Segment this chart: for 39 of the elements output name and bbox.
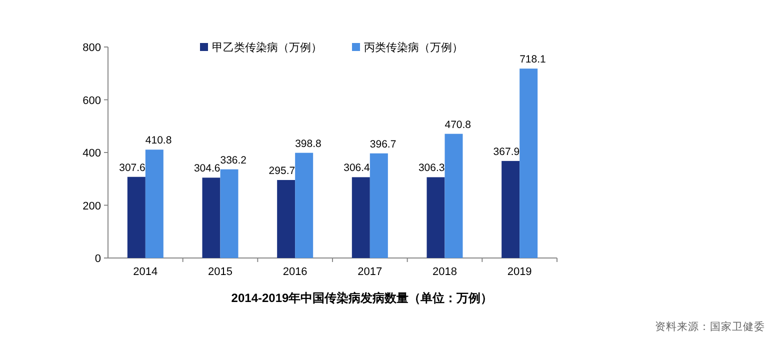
data-label: 398.8: [295, 138, 322, 150]
x-tick-label: 2017: [358, 266, 382, 278]
x-tick-label: 2015: [208, 266, 232, 278]
data-label: 367.9: [493, 146, 520, 158]
bar: [277, 180, 296, 258]
legend-label: 甲乙类传染病（万例）: [212, 41, 322, 54]
x-tick-label: 2016: [282, 266, 308, 278]
bar: [444, 134, 463, 258]
bar: [145, 150, 164, 258]
bar: [370, 153, 388, 258]
bar: [502, 160, 520, 258]
y-tick-label: 200: [82, 200, 101, 212]
bar: [127, 176, 146, 258]
legend-label: 丙类传染病（万例）: [364, 41, 463, 54]
data-label: 396.7: [370, 138, 396, 150]
text: 2014-2019年中国传染病发病数量（单位：万例）: [231, 291, 493, 305]
data-label: 306.4: [344, 162, 370, 174]
y-tick-label: 800: [82, 42, 101, 54]
x-tick-label: 2018: [432, 266, 457, 278]
data-label: 718.1: [520, 54, 546, 66]
data-label: 410.8: [145, 134, 172, 147]
y-tick-label: 600: [82, 94, 101, 107]
y-tick-label: 400: [82, 148, 101, 160]
data-label: 336.2: [220, 154, 247, 166]
bar: [426, 177, 445, 258]
x-tick-label: 2014: [133, 266, 158, 278]
data-label: 470.8: [444, 118, 472, 131]
data-label: 304.6: [194, 162, 220, 175]
bar: [202, 178, 220, 258]
data-label: 295.7: [268, 165, 296, 178]
data-label: 306.3: [418, 162, 445, 174]
text: 资料来源：国家卫健委: [655, 320, 765, 333]
bar: [520, 68, 538, 258]
x-tick-label: 2019: [507, 266, 532, 278]
bar: [295, 152, 314, 258]
bar: [220, 169, 238, 258]
y-tick-label: 0: [94, 253, 101, 265]
data-label: 307.6: [119, 162, 146, 174]
bar: [352, 177, 370, 258]
